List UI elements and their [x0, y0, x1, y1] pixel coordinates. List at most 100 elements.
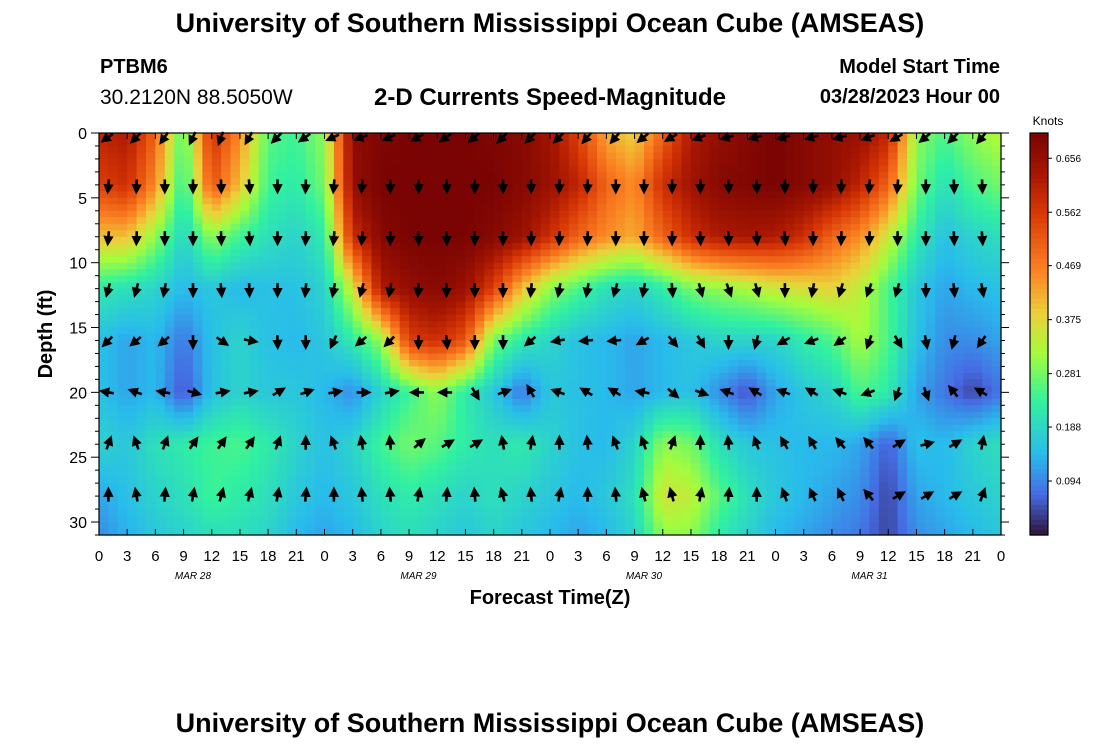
heatmap-cell	[155, 314, 166, 322]
heatmap-cell	[860, 314, 871, 322]
heatmap-cell	[136, 321, 147, 329]
heatmap-cell	[860, 269, 871, 277]
heatmap-cell	[99, 359, 109, 368]
heatmap-cell	[596, 158, 607, 167]
heatmap-cell	[869, 314, 880, 322]
heatmap-cell	[512, 184, 523, 192]
heatmap-cell	[136, 437, 147, 445]
heatmap-cell	[681, 424, 692, 432]
heatmap-cell	[615, 346, 626, 355]
heatmap-cell	[456, 314, 467, 322]
heatmap-cell	[277, 256, 288, 264]
heatmap-cell	[869, 366, 880, 374]
heatmap-cell	[728, 152, 739, 160]
heatmap-cell	[409, 444, 420, 452]
heatmap-cell	[427, 353, 438, 361]
heatmap-cell	[587, 411, 598, 419]
heatmap-cell	[643, 139, 654, 147]
heatmap-cell	[737, 450, 748, 458]
heatmap-cell	[850, 197, 861, 205]
heatmap-cell	[99, 327, 109, 335]
heatmap-cell	[258, 437, 269, 445]
heatmap-cell	[803, 210, 814, 218]
heatmap-cell	[596, 171, 607, 179]
heatmap-cell	[380, 411, 391, 419]
heatmap-cell	[878, 444, 889, 452]
heatmap-cell	[221, 191, 232, 199]
heatmap-cell	[221, 398, 232, 406]
heatmap-cell	[221, 444, 232, 452]
heatmap-cell	[249, 262, 260, 270]
heatmap-cell	[869, 269, 880, 277]
heatmap-cell	[860, 379, 871, 387]
heatmap-cell	[803, 191, 814, 199]
heatmap-cell	[221, 418, 232, 426]
heatmap-cell	[813, 437, 824, 445]
heatmap-cell	[737, 158, 748, 167]
heatmap-cell	[606, 210, 617, 218]
heatmap-cell	[672, 372, 683, 380]
heatmap-cell	[418, 275, 429, 283]
heatmap-cell	[672, 450, 683, 458]
heatmap-cell	[662, 431, 673, 439]
heatmap-cell	[409, 204, 420, 212]
heatmap-cell	[700, 463, 711, 471]
heatmap-cell	[164, 217, 175, 225]
heatmap-cell	[145, 133, 156, 141]
heatmap-cell	[916, 295, 927, 303]
heatmap-cell	[456, 204, 467, 212]
heatmap-cell	[643, 256, 654, 264]
heatmap-cell	[239, 152, 250, 160]
heatmap-cell	[578, 282, 589, 290]
heatmap-cell	[418, 411, 429, 419]
heatmap-cell	[850, 334, 861, 342]
heatmap-cell	[390, 249, 401, 257]
heatmap-cell	[747, 392, 758, 400]
heatmap-cell	[286, 450, 297, 458]
heatmap-cell	[409, 249, 420, 257]
heatmap-cell	[935, 210, 946, 218]
heatmap-cell	[606, 457, 617, 465]
heatmap-cell	[117, 210, 128, 218]
heatmap-cell	[155, 379, 166, 387]
heatmap-cell	[286, 457, 297, 465]
heatmap-cell	[822, 223, 833, 231]
heatmap-cell	[982, 171, 993, 179]
heatmap-cell	[925, 353, 936, 361]
heatmap-cell	[625, 340, 636, 348]
heatmap-cell	[813, 197, 824, 205]
heatmap-cell	[831, 463, 842, 471]
heatmap-cell	[737, 282, 748, 290]
heatmap-cell	[315, 450, 326, 458]
heatmap-cell	[625, 346, 636, 355]
heatmap-cell	[127, 424, 138, 432]
heatmap-cell	[803, 256, 814, 264]
heatmap-cell	[315, 405, 326, 413]
heatmap-cell	[860, 152, 871, 160]
heatmap-cell	[362, 379, 373, 387]
heatmap-cell	[296, 243, 307, 251]
heatmap-cell	[192, 288, 203, 296]
heatmap-cell	[305, 223, 316, 231]
heatmap-cell	[211, 282, 222, 290]
heatmap-cell	[390, 133, 401, 141]
heatmap-cell	[925, 256, 936, 264]
heatmap-cell	[258, 236, 269, 244]
heatmap-cell	[869, 152, 880, 160]
heatmap-cell	[944, 243, 955, 251]
heatmap-cell	[578, 275, 589, 283]
heatmap-cell	[305, 450, 316, 458]
heatmap-cell	[925, 392, 936, 400]
heatmap-cell	[672, 152, 683, 160]
heatmap-cell	[897, 145, 908, 154]
heatmap-cell	[183, 334, 194, 342]
heatmap-cell	[531, 171, 542, 179]
heatmap-cell	[352, 398, 363, 406]
heatmap-cell	[822, 372, 833, 380]
heatmap-cell	[625, 372, 636, 380]
heatmap-cell	[324, 327, 335, 335]
heatmap-cell	[286, 411, 297, 419]
heatmap-cell	[643, 314, 654, 322]
heatmap-cell	[794, 152, 805, 160]
heatmap-cell	[249, 398, 260, 406]
